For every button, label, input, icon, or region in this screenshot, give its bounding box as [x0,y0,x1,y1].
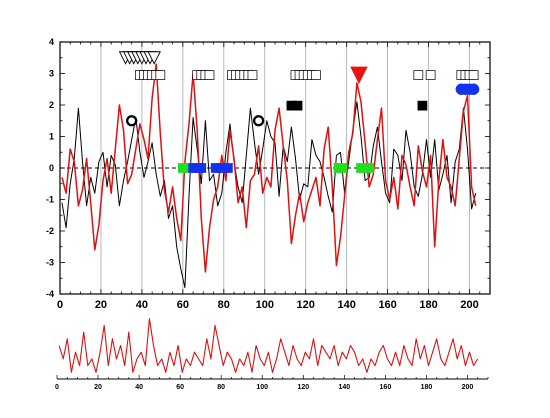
x-tick-label: 80 [218,299,230,311]
y-tick-label: -2 [46,226,54,236]
x-tick-label: 200 [460,299,478,311]
circle-marker [252,115,265,127]
y-tick-label: -4 [46,289,54,299]
square-marker [364,163,375,173]
x-tick-label: 100 [256,299,274,311]
square-marker [417,100,428,111]
bottom-x-tick-label: 60 [176,384,184,391]
x-tick-label: 0 [57,299,63,311]
square-marker [425,70,436,80]
bottom-panel: 0 20 40 60 80 100 120 140 160 180 200 [55,318,489,391]
circle-marker [467,83,480,95]
y-tick-label: -3 [46,258,54,268]
x-tick-label: 120 [297,299,315,311]
circle-marker [126,115,138,127]
bottom-x-tick-label: 20 [94,384,102,391]
series-line [61,63,477,273]
square-marker [292,100,303,111]
bottom-x-tick-label: 100 [256,384,268,391]
bottom-x-tick-label: 140 [338,384,350,391]
y-tick-label: 2 [49,100,54,110]
square-marker [155,70,166,80]
bottom-x-tick-label: 200 [462,384,474,391]
x-tick-label: 20 [95,299,107,311]
square-marker [337,163,348,173]
y-tick-label: 4 [49,37,54,47]
x-tick-label: 180 [419,299,437,311]
y-tick-label: 0 [49,163,54,173]
triangle-marker [147,51,161,65]
x-tick-label: 40 [136,299,148,311]
bottom-x-tick-label: 40 [135,384,143,391]
x-tick-label: 140 [337,299,355,311]
square-marker [413,70,424,80]
square-marker [247,70,258,80]
bottom-series-line [58,318,479,373]
bottom-x-tick-label: 180 [421,384,433,391]
y-tick-label: 3 [49,69,54,79]
bottom-x-tick-label: 160 [380,384,392,391]
y-tick-label: 1 [49,132,54,142]
main-panel: 0 20 40 60 80 100 120 140 160 180 200 -4 -3 -2 -1 0 1 2 3 4 [46,37,491,311]
bottom-x-tick-label: 0 [55,384,59,391]
bottom-x-tick-label: 80 [217,384,225,391]
square-marker [223,163,233,173]
x-tick-label: 160 [378,299,396,311]
triangle-marker [350,66,368,85]
square-marker [196,163,207,173]
y-tick-label: -1 [46,195,54,205]
bottom-x-tick-label: 120 [297,384,309,391]
x-tick-label: 60 [177,299,189,311]
series-line [61,101,477,289]
square-marker [311,70,321,80]
square-marker [204,70,215,80]
square-marker [468,70,479,80]
